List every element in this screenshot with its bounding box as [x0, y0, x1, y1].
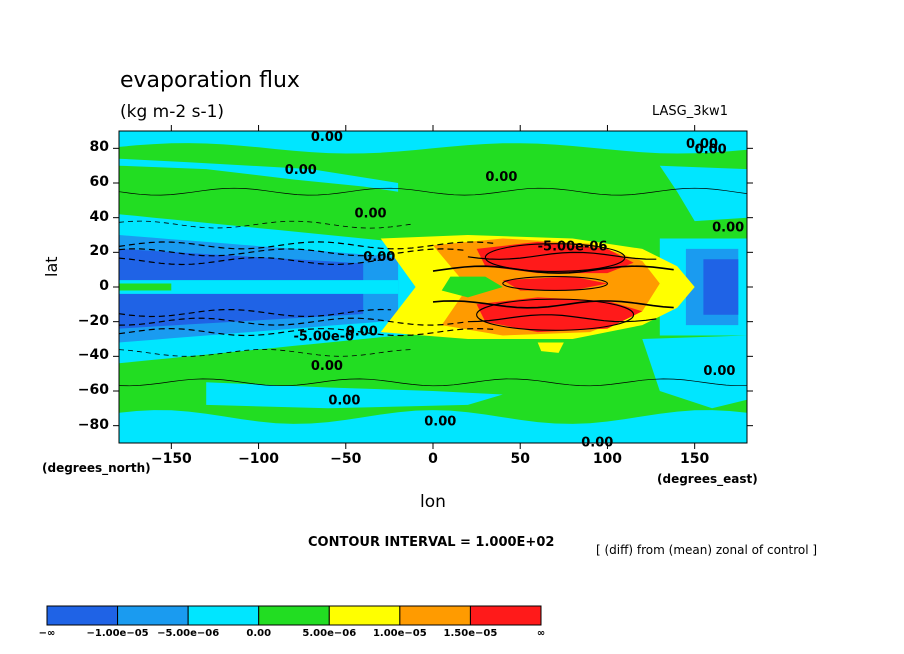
contour-interval: CONTOUR INTERVAL = 1.000E+02 [308, 535, 555, 550]
contour-line [119, 348, 413, 357]
contour-line [119, 378, 747, 387]
colorbar-swatch [117, 605, 189, 626]
se-cyan-patch [642, 335, 747, 409]
description-note: [ (diff) from (mean) zonal of control ] [596, 543, 818, 557]
equatorial-green-sliver [119, 283, 172, 291]
contour-label: 0.00 [328, 394, 360, 409]
colorbar-swatch [328, 605, 401, 626]
colorbar-label: 1.00e−05 [372, 628, 427, 639]
y-tick-label: 0 [99, 278, 109, 294]
colorbar-swatch [187, 605, 260, 626]
contour-label: 0.00 [703, 364, 735, 379]
colorbar-label: −5.00e−06 [157, 628, 220, 639]
north-cyan-patch [119, 158, 399, 192]
contour-line [119, 187, 747, 196]
contour-line [432, 265, 674, 274]
colorbar-swatch [399, 605, 471, 626]
contour-lines [119, 187, 747, 387]
contour-ring [502, 276, 608, 292]
y-tick-label: 20 [89, 243, 109, 260]
south-cyan-patch [206, 382, 503, 409]
x-tick-label: −50 [330, 451, 362, 467]
y-tick-label: 40 [89, 208, 109, 225]
y-units-label: (degrees_north) [42, 461, 151, 475]
y-tick-label: 60 [89, 174, 109, 190]
north-polar-fill [119, 131, 747, 154]
x-tick-label: 100 [592, 451, 623, 467]
contour-label: 0.00 [686, 137, 718, 152]
contour-line [119, 317, 465, 326]
y-tick-label: −20 [77, 312, 109, 329]
contour-line [432, 300, 674, 309]
contour-line [119, 241, 496, 250]
equatorial-cyan-strip [119, 280, 399, 294]
east-darkblue-band [703, 259, 739, 315]
x-tick-label: 0 [428, 451, 438, 467]
contour-label: 0.00 [355, 206, 387, 221]
contour-label: 0.00 [363, 250, 395, 265]
contour-line [119, 220, 413, 229]
colorbar-label: ∞ [536, 628, 546, 639]
contour-label: -5.00e-0 [293, 330, 354, 345]
colorbar-label: 5.00e−06 [302, 628, 357, 639]
contour-label: 0.00 [311, 359, 343, 374]
colorbar-label: 0.00 [246, 628, 272, 639]
contour-label: 0.00 [712, 220, 744, 235]
colorbar-swatch [469, 605, 542, 626]
x-tick-label: −100 [238, 451, 280, 467]
south-polar-fill [119, 410, 747, 443]
contour-label: 0.00 [424, 414, 456, 429]
colorbar [46, 605, 542, 626]
contour-label: 0.00 [311, 130, 343, 145]
x-tick-label: 150 [680, 451, 710, 467]
contour-ring [484, 243, 626, 272]
contour-label: 0.00 [695, 142, 727, 157]
colorbar-label: −1.00e−05 [86, 628, 149, 639]
north-red-region [476, 241, 634, 274]
colorbar-swatch [46, 605, 119, 626]
contour-label: 0.00 [485, 170, 517, 185]
colorbar-label: −∞ [38, 628, 56, 639]
x-tick-label: −150 [150, 451, 192, 467]
y-tick-label: −80 [77, 416, 109, 433]
contour-ring [476, 298, 635, 331]
equatorial-red-region [502, 276, 608, 291]
contour-label: -5.00e-06 [538, 239, 608, 254]
x-axis-label: lon [420, 492, 446, 512]
contour-line [119, 248, 465, 257]
y-tick-label: −60 [77, 382, 109, 398]
colorbar-swatch [258, 605, 330, 626]
contour-line [119, 308, 392, 318]
colorbar-label: 1.50e−05 [443, 628, 498, 639]
equatorial-green-inset [441, 276, 503, 298]
contour-labels: 0.000.00 0.000.000.000.000.00-5.00e-060.0… [285, 130, 744, 450]
chart-units: (kg m-2 s-1) [120, 102, 225, 122]
y-tick-label: 80 [89, 139, 109, 156]
x-tick-label: 50 [510, 451, 530, 467]
chart-title: evaporation flux [120, 68, 300, 93]
ne-cyan-patch [659, 165, 747, 222]
heatmap-fills [119, 131, 747, 443]
y-tick-label: −40 [77, 347, 109, 364]
contour-line [119, 256, 392, 266]
x-units-label: (degrees_east) [657, 472, 758, 486]
contour-line [119, 327, 496, 337]
model-name: LASG_3kw1 [652, 104, 728, 119]
south-yellow-patch [537, 342, 564, 353]
plot-frame [113, 125, 753, 449]
contour-label: 0.00 [346, 324, 378, 339]
contour-label: 0.00 [285, 163, 317, 178]
